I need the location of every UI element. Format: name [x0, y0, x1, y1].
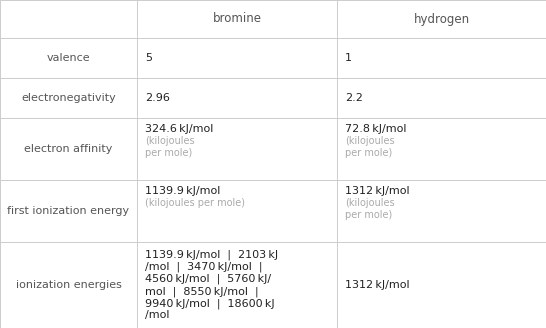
Text: (kilojoules
per mole): (kilojoules per mole) — [345, 198, 395, 220]
Text: 72.8 kJ/mol: 72.8 kJ/mol — [345, 124, 407, 134]
Text: (kilojoules
per mole): (kilojoules per mole) — [145, 136, 194, 157]
Text: bromine: bromine — [212, 12, 262, 26]
Text: 5: 5 — [145, 53, 152, 63]
Text: electron affinity: electron affinity — [25, 144, 112, 154]
Text: 1312 kJ/mol: 1312 kJ/mol — [345, 186, 410, 196]
Text: 1: 1 — [345, 53, 352, 63]
Text: 2.2: 2.2 — [345, 93, 363, 103]
Text: (kilojoules
per mole): (kilojoules per mole) — [345, 136, 395, 157]
Text: electronegativity: electronegativity — [21, 93, 116, 103]
Text: 1139.9 kJ/mol: 1139.9 kJ/mol — [145, 186, 221, 196]
Text: 1312 kJ/mol: 1312 kJ/mol — [345, 280, 410, 290]
Text: (kilojoules per mole): (kilojoules per mole) — [145, 198, 245, 208]
Text: valence: valence — [47, 53, 90, 63]
Text: 1139.9 kJ/mol  |  2103 kJ
/mol  |  3470 kJ/mol  |
4560 kJ/mol  |  5760 kJ/
mol  : 1139.9 kJ/mol | 2103 kJ /mol | 3470 kJ/m… — [145, 250, 278, 320]
Text: 2.96: 2.96 — [145, 93, 170, 103]
Text: ionization energies: ionization energies — [16, 280, 121, 290]
Text: hydrogen: hydrogen — [413, 12, 470, 26]
Text: first ionization energy: first ionization energy — [8, 206, 129, 216]
Text: 324.6 kJ/mol: 324.6 kJ/mol — [145, 124, 213, 134]
